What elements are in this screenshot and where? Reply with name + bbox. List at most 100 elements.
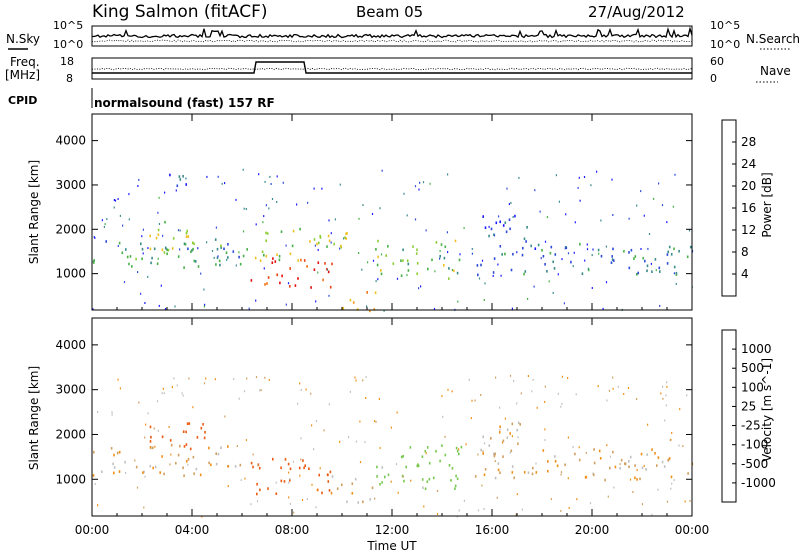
heatmap-cell <box>425 229 427 232</box>
heatmap-cell <box>275 492 278 495</box>
heatmap-cell <box>633 257 635 260</box>
heatmap-cell <box>544 385 546 388</box>
heatmap-cell <box>341 483 343 487</box>
heatmap-cell <box>269 175 271 178</box>
heatmap-cell <box>336 487 339 490</box>
heatmap-cell <box>655 269 657 272</box>
heatmap-cell <box>268 207 270 210</box>
heatmap-cell <box>444 245 447 249</box>
heatmap-cell <box>122 224 124 227</box>
heatmap-cell <box>185 183 187 186</box>
heatmap-cell <box>255 299 257 302</box>
heatmap-cell <box>283 480 286 483</box>
heatmap-cell <box>177 255 180 258</box>
heatmap-cell <box>144 475 146 478</box>
noise-ytick-top: 10^5 <box>53 19 83 32</box>
heatmap-cell <box>140 242 142 246</box>
heatmap-cell <box>666 385 668 388</box>
heatmap-cell <box>201 515 203 518</box>
heatmap-cell <box>509 374 512 377</box>
ytick-label: 3000 <box>55 383 86 397</box>
heatmap-cell <box>238 255 240 259</box>
heatmap-cell <box>531 390 533 393</box>
heatmap-cell <box>435 241 438 244</box>
heatmap-cell <box>297 402 299 405</box>
heatmap-cell <box>349 390 351 393</box>
heatmap-cell <box>149 234 151 238</box>
heatmap-cell <box>624 462 626 465</box>
heatmap-cell <box>161 392 163 395</box>
heatmap-cell <box>492 271 495 274</box>
noise-right-ytick-top: 10^5 <box>710 19 740 32</box>
heatmap-cell <box>271 198 274 200</box>
heatmap-cell <box>289 267 291 270</box>
heatmap-cell <box>493 234 496 237</box>
heatmap-cell <box>220 246 222 249</box>
heatmap-cell <box>426 446 429 449</box>
heatmap-cell <box>554 455 556 458</box>
heatmap-cell <box>113 466 116 469</box>
xtick-label: 00:00 <box>675 523 710 537</box>
heatmap-cell <box>627 387 630 389</box>
heatmap-cell <box>327 270 330 274</box>
heatmap-cell <box>318 241 320 245</box>
heatmap-cell <box>118 241 121 245</box>
heatmap-cell <box>149 440 152 443</box>
ytick-label: 4000 <box>55 338 86 352</box>
heatmap-cell <box>564 463 566 467</box>
heatmap-cell <box>669 439 671 442</box>
heatmap-cell <box>258 466 261 470</box>
heatmap-cell <box>581 272 584 275</box>
heatmap-cell <box>224 415 226 418</box>
heatmap-cell <box>324 262 326 265</box>
heatmap-cell <box>380 269 382 272</box>
heatmap-cell <box>511 422 514 426</box>
heatmap-cell <box>165 247 167 250</box>
heatmap-cell <box>552 291 554 294</box>
heatmap-cell <box>591 287 593 289</box>
heatmap-cell <box>421 478 424 481</box>
heatmap-cell <box>640 452 643 456</box>
heatmap-cell <box>168 426 170 428</box>
heatmap-cell <box>447 173 449 176</box>
heatmap-cell <box>149 446 152 449</box>
power-colorbar-label: Power [dB] <box>760 172 774 237</box>
heatmap-cell <box>188 377 190 380</box>
heatmap-cell <box>471 252 473 255</box>
heatmap-cell <box>327 480 330 483</box>
heatmap-cell <box>118 450 121 454</box>
heatmap-cell <box>668 245 671 249</box>
heatmap-cell <box>636 478 638 481</box>
heatmap-cell <box>162 234 164 237</box>
heatmap-cell <box>432 476 435 480</box>
heatmap-cell <box>628 465 630 469</box>
heatmap-cell <box>395 463 398 466</box>
heatmap-cell <box>264 376 266 379</box>
ytick-label: 3000 <box>55 178 86 192</box>
nave-ytick-top: 60 <box>710 55 724 68</box>
heatmap-cell <box>668 457 671 460</box>
heatmap-cell <box>271 261 274 264</box>
heatmap-cell <box>287 462 290 466</box>
heatmap-cell <box>166 252 168 256</box>
xtick-label: 20:00 <box>575 523 610 537</box>
heatmap-cell <box>419 181 421 184</box>
heatmap-cell <box>400 274 403 277</box>
heatmap-cell <box>322 278 324 282</box>
heatmap-cell <box>372 259 375 262</box>
heatmap-cell <box>630 248 633 252</box>
heatmap-cell <box>456 515 458 518</box>
xtick-label: 04:00 <box>175 523 210 537</box>
heatmap-cell <box>331 262 333 266</box>
heatmap-cell <box>299 382 301 385</box>
heatmap-cell <box>92 261 95 264</box>
heatmap-cell <box>628 251 630 254</box>
heatmap-cell <box>158 304 160 307</box>
heatmap-cell <box>268 379 270 381</box>
heatmap-cell <box>517 421 520 425</box>
heatmap-cell <box>686 394 688 397</box>
colorbar-tick-label: 100 <box>741 380 764 394</box>
heatmap-cell <box>101 470 103 473</box>
heatmap-cell <box>510 268 513 272</box>
heatmap-cell <box>560 405 562 408</box>
